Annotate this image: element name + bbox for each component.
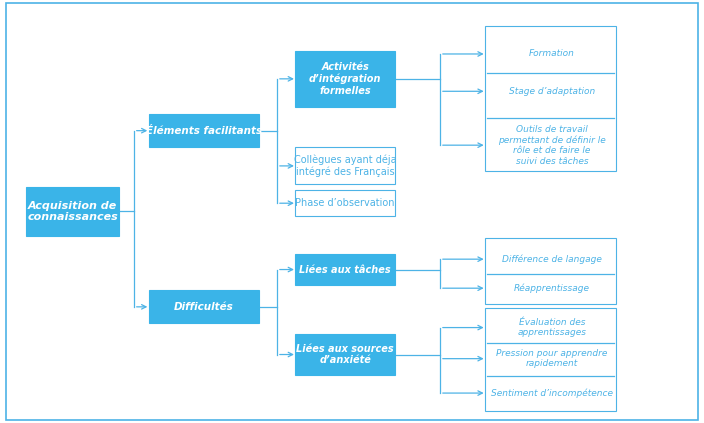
Text: Éléments facilitants: Éléments facilitants bbox=[146, 126, 262, 136]
Text: Réapprentissage: Réapprentissage bbox=[514, 283, 590, 293]
FancyBboxPatch shape bbox=[296, 190, 395, 217]
FancyBboxPatch shape bbox=[296, 51, 395, 107]
Text: Difficultés: Difficultés bbox=[174, 302, 234, 312]
Text: Collègues ayant déja
intégré des Français: Collègues ayant déja intégré des Françai… bbox=[294, 154, 396, 177]
FancyBboxPatch shape bbox=[296, 254, 395, 285]
FancyBboxPatch shape bbox=[485, 26, 615, 171]
Text: Activités
d’intégration
formelles: Activités d’intégration formelles bbox=[309, 62, 382, 96]
Text: Formation: Formation bbox=[529, 49, 575, 58]
Text: Sentiment d’incompétence: Sentiment d’incompétence bbox=[491, 388, 613, 398]
Text: Liées aux sources
d’anxiété: Liées aux sources d’anxiété bbox=[296, 344, 394, 365]
Text: Acquisition de
connaissances: Acquisition de connaissances bbox=[27, 201, 118, 222]
Text: Outils de travail
permettant de définir le
rôle et de faire le
suivi des tâches: Outils de travail permettant de définir … bbox=[498, 125, 606, 165]
Text: Stage d’adaptation: Stage d’adaptation bbox=[509, 87, 595, 96]
FancyBboxPatch shape bbox=[26, 187, 119, 236]
FancyBboxPatch shape bbox=[296, 148, 395, 184]
Text: Évaluation des
apprentissages: Évaluation des apprentissages bbox=[517, 318, 586, 337]
Text: Pression pour apprendre
rapidement: Pression pour apprendre rapidement bbox=[496, 349, 608, 368]
Text: Différence de langage: Différence de langage bbox=[502, 254, 602, 264]
FancyBboxPatch shape bbox=[485, 308, 615, 411]
FancyBboxPatch shape bbox=[149, 114, 258, 147]
FancyBboxPatch shape bbox=[485, 239, 615, 305]
FancyBboxPatch shape bbox=[296, 334, 395, 375]
FancyBboxPatch shape bbox=[149, 291, 258, 323]
Text: Liées aux tâches: Liées aux tâches bbox=[299, 264, 391, 275]
Text: Phase d’observation: Phase d’observation bbox=[296, 198, 395, 208]
